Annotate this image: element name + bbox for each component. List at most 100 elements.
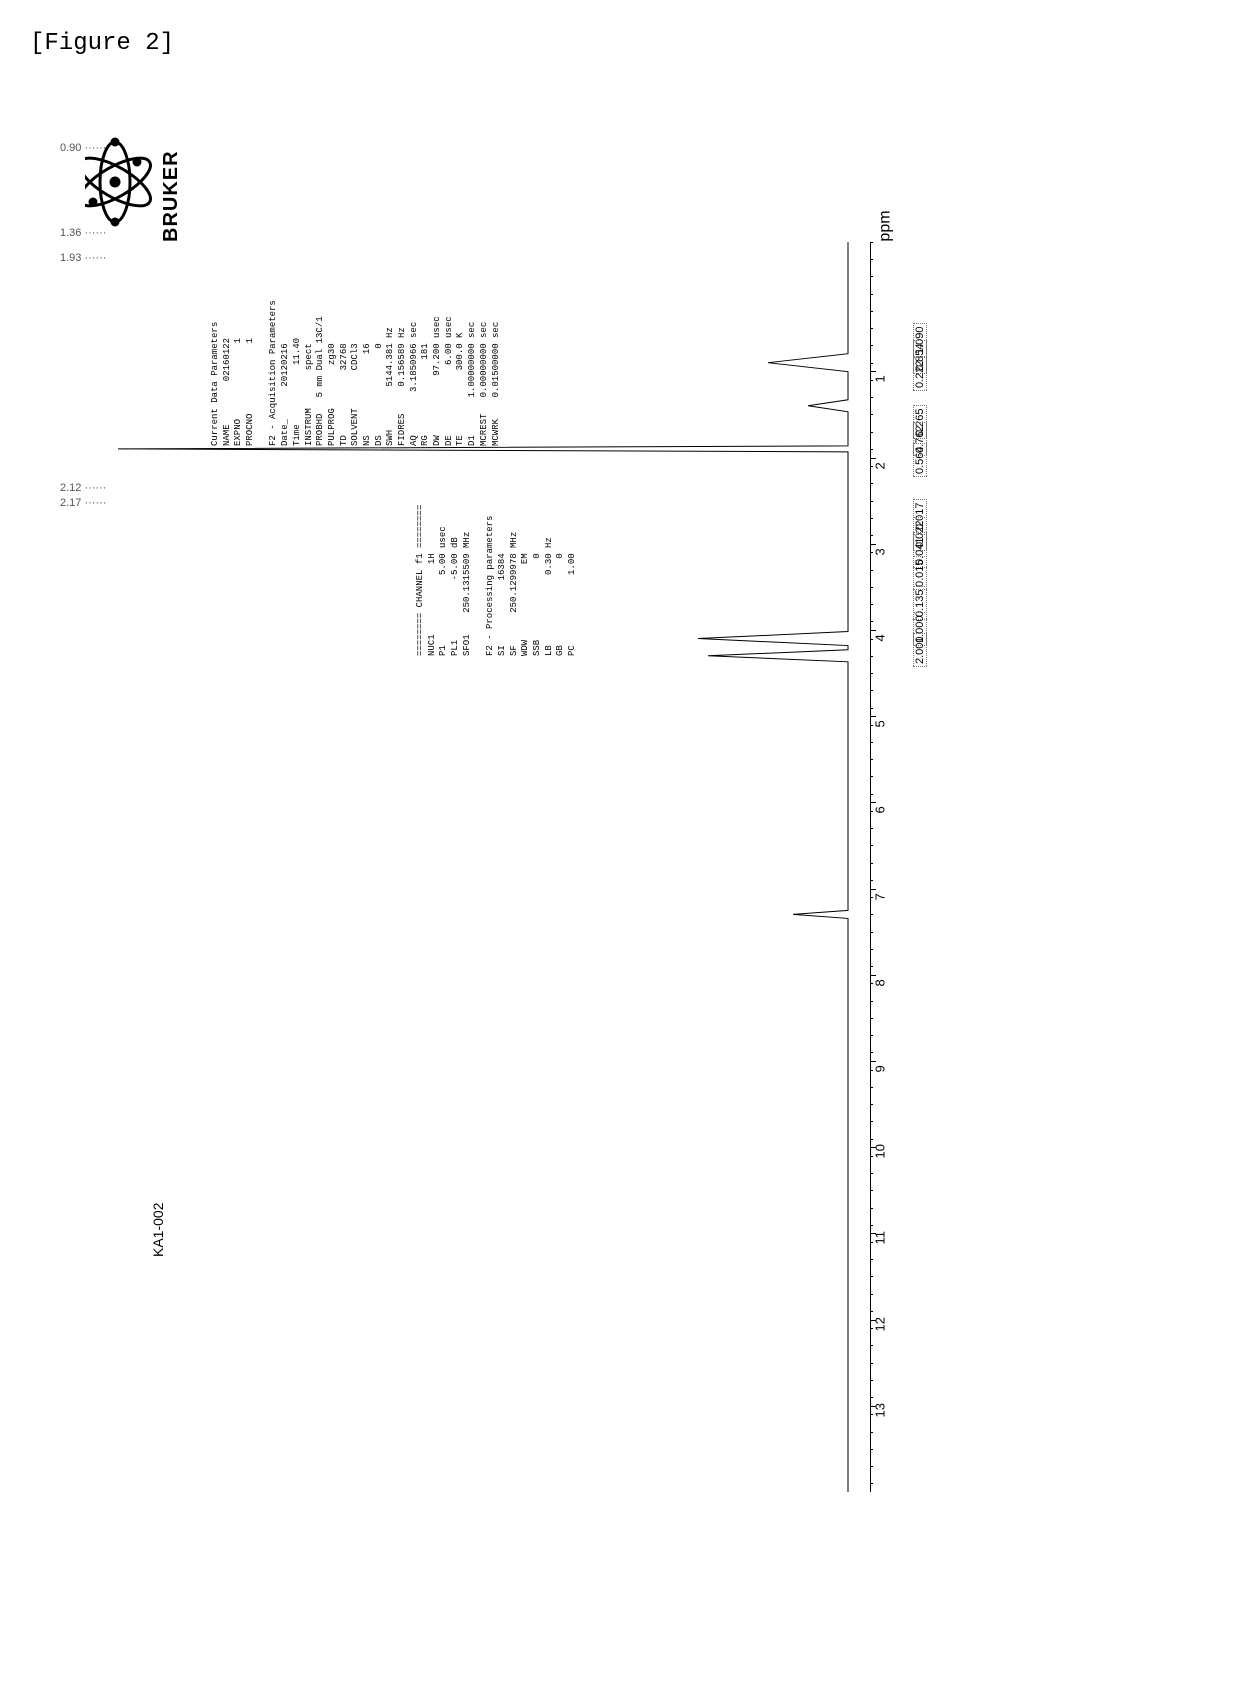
axis-minor-tick <box>870 794 873 795</box>
axis-minor-tick <box>870 1225 873 1226</box>
axis-minor-tick <box>870 776 873 777</box>
axis-minor-tick <box>870 708 873 709</box>
figure-label: [Figure 2] <box>30 30 1220 57</box>
axis-minor-tick <box>870 1414 873 1415</box>
axis-tick-label: 9 <box>873 1065 888 1072</box>
axis-tick-label: 3 <box>873 548 888 555</box>
axis-minor-tick <box>870 880 873 881</box>
axis-minor-tick <box>870 397 873 398</box>
integral-values: 1.0900.8540.2220.2650.7620.5640.0170.022… <box>920 242 980 1492</box>
axis-minor-tick <box>870 1259 873 1260</box>
axis-minor-tick <box>870 311 873 312</box>
axis-major-tick <box>870 458 876 459</box>
axis-minor-tick <box>870 863 873 864</box>
axis-major-tick <box>870 544 876 545</box>
axis-minor-tick <box>870 656 873 657</box>
integral-value: 0.564 <box>913 444 927 478</box>
axis-major-tick <box>870 889 876 890</box>
axis-tick-label: 12 <box>873 1317 888 1331</box>
axis-minor-tick <box>870 983 873 984</box>
integral-value: 2.000 <box>913 634 927 668</box>
axis-minor-tick <box>870 345 873 346</box>
axis-tick-label: 2 <box>873 462 888 469</box>
axis-minor-tick <box>870 1294 873 1295</box>
axis-minor-tick <box>870 1328 873 1329</box>
axis-minor-tick <box>870 552 873 553</box>
axis-minor-tick <box>870 759 873 760</box>
axis-minor-tick <box>870 1345 873 1346</box>
axis-minor-tick <box>870 518 873 519</box>
axis-minor-tick <box>870 587 873 588</box>
axis-tick-label: 5 <box>873 720 888 727</box>
axis-minor-tick <box>870 1052 873 1053</box>
axis-minor-tick <box>870 1001 873 1002</box>
axis-minor-tick <box>870 466 873 467</box>
spectrum-trace <box>118 242 848 1492</box>
axis-tick-label: 11 <box>873 1231 888 1245</box>
axis-minor-tick <box>870 1173 873 1174</box>
axis-minor-tick <box>870 1276 873 1277</box>
nmr-spectrum <box>60 87 860 1507</box>
axis-minor-tick <box>870 1156 873 1157</box>
axis-minor-tick <box>870 621 873 622</box>
axis-tick-label: 10 <box>873 1144 888 1158</box>
axis-minor-tick <box>870 259 873 260</box>
axis-minor-tick <box>870 414 873 415</box>
axis-minor-tick <box>870 639 873 640</box>
axis-major-tick <box>870 716 876 717</box>
integral-value: 0.222 <box>913 358 927 392</box>
axis-minor-tick <box>870 328 873 329</box>
axis-minor-tick <box>870 914 873 915</box>
axis-unit-label: ppm <box>877 210 895 241</box>
axis-minor-tick <box>870 604 873 605</box>
axis-minor-tick <box>870 845 873 846</box>
axis-major-tick <box>870 802 876 803</box>
axis-minor-tick <box>870 570 873 571</box>
axis-minor-tick <box>870 1104 873 1105</box>
axis-minor-tick <box>870 294 873 295</box>
axis-tick-label: 4 <box>873 634 888 641</box>
axis-minor-tick <box>870 1121 873 1122</box>
axis-minor-tick <box>870 449 873 450</box>
ppm-axis: 12345678910111213 <box>860 242 900 1492</box>
axis-tick-label: 13 <box>873 1403 888 1417</box>
axis-minor-tick <box>870 535 873 536</box>
axis-tick-label: 6 <box>873 807 888 814</box>
axis-minor-tick <box>870 276 873 277</box>
axis-minor-tick <box>870 380 873 381</box>
axis-minor-tick <box>870 725 873 726</box>
axis-tick-label: 8 <box>873 979 888 986</box>
axis-minor-tick <box>870 1087 873 1088</box>
integral-value: 0.015 <box>913 556 927 590</box>
axis-minor-tick <box>870 673 873 674</box>
axis-minor-tick <box>870 432 873 433</box>
axis-minor-tick <box>870 1035 873 1036</box>
axis-minor-tick <box>870 932 873 933</box>
nmr-plot-area: BRUKER Current Data Parameters NAME 0216… <box>60 87 1060 1587</box>
axis-minor-tick <box>870 501 873 502</box>
axis-tick-label: 1 <box>873 376 888 383</box>
axis-minor-tick <box>870 1139 873 1140</box>
axis-minor-tick <box>870 949 873 950</box>
axis-minor-tick <box>870 483 873 484</box>
axis-minor-tick <box>870 242 873 243</box>
axis-minor-tick <box>870 966 873 967</box>
axis-minor-tick <box>870 1190 873 1191</box>
axis-minor-tick <box>870 742 873 743</box>
axis-minor-tick <box>870 1432 873 1433</box>
axis-major-tick <box>870 975 876 976</box>
axis-minor-tick <box>870 1397 873 1398</box>
axis-minor-tick <box>870 363 873 364</box>
axis-minor-tick <box>870 811 873 812</box>
axis-minor-tick <box>870 1208 873 1209</box>
axis-major-tick <box>870 371 876 372</box>
axis-minor-tick <box>870 1242 873 1243</box>
axis-line <box>870 242 871 1492</box>
axis-minor-tick <box>870 690 873 691</box>
axis-minor-tick <box>870 1380 873 1381</box>
axis-major-tick <box>870 630 876 631</box>
axis-minor-tick <box>870 1311 873 1312</box>
axis-minor-tick <box>870 1018 873 1019</box>
axis-minor-tick <box>870 1070 873 1071</box>
axis-minor-tick <box>870 828 873 829</box>
